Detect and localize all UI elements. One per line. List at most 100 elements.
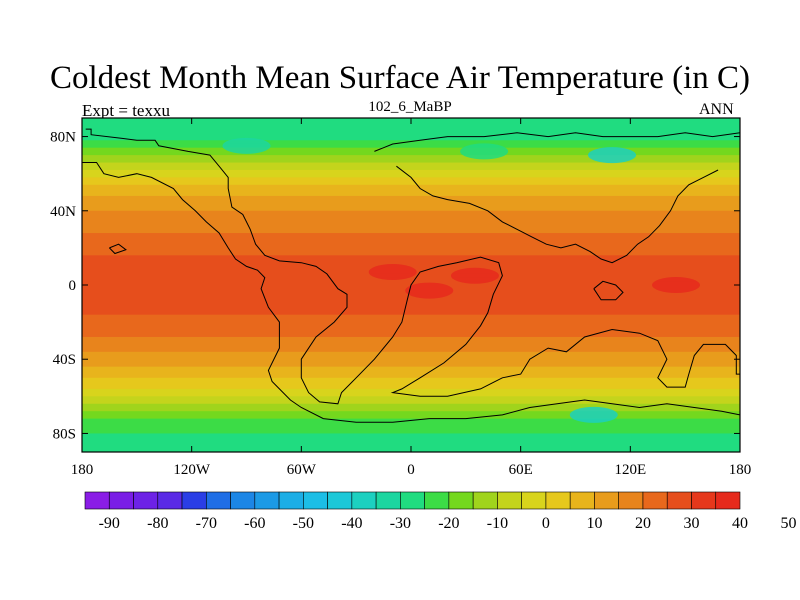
coastline — [396, 165, 719, 264]
temperature-band — [82, 336, 740, 342]
temperature-band — [82, 388, 740, 394]
colorbar-swatch — [666, 491, 692, 510]
temperature-band — [82, 281, 740, 286]
temperature-band — [82, 125, 740, 130]
colorbar-label: -90 — [99, 515, 120, 532]
x-tick-label: 180 — [729, 462, 752, 478]
temperature-band — [82, 440, 740, 446]
experiment-label: Expt = texxu — [82, 101, 170, 120]
colorbar-swatch — [400, 491, 425, 510]
temperature-anomaly — [569, 406, 618, 423]
temperature-anomaly — [460, 143, 509, 160]
temperature-band — [82, 140, 740, 145]
colorbar-label: -40 — [341, 515, 362, 532]
colorbar-swatch — [472, 491, 498, 510]
temperature-band — [82, 400, 740, 405]
temperature-band — [82, 225, 740, 230]
colorbar-swatch — [642, 491, 668, 510]
temperature-band — [82, 251, 740, 256]
temperature-band — [82, 310, 740, 316]
temperature-band — [82, 385, 740, 390]
colorbar-label: 50 — [781, 515, 797, 532]
colorbar-swatch — [327, 491, 353, 510]
colorbar-swatch — [691, 491, 717, 510]
temperature-band — [82, 203, 740, 208]
temperature-band — [82, 244, 740, 249]
colorbar-swatch — [448, 491, 474, 510]
temperature-band — [82, 340, 740, 345]
temperature-band — [82, 188, 740, 193]
temperature-band — [82, 129, 740, 134]
colorbar-swatch — [230, 491, 256, 510]
colorbar-swatch — [351, 491, 377, 510]
temperature-band — [82, 166, 740, 171]
temperature-band — [82, 429, 740, 435]
coastline — [85, 128, 740, 405]
temperature-band — [82, 277, 740, 282]
temperature-band — [82, 348, 740, 353]
temperature-band — [82, 192, 740, 197]
temperature-band — [82, 307, 740, 312]
colorbar-label: 30 — [683, 515, 699, 532]
temperature-band — [82, 255, 740, 260]
colorbar-swatch — [715, 491, 741, 510]
temperature-band — [82, 155, 740, 160]
temperature-band — [82, 181, 740, 186]
colorbar-label: -70 — [196, 515, 217, 532]
temperature-anomaly — [450, 267, 499, 284]
temperature-band — [82, 158, 740, 164]
colorbar-swatch — [205, 491, 231, 510]
temperature-band — [82, 437, 740, 442]
coastline — [109, 243, 127, 255]
temperature-band — [82, 207, 740, 212]
colorbar-label: 0 — [542, 515, 550, 532]
colorbar-swatch — [618, 491, 644, 510]
temperature-band — [82, 422, 740, 427]
colorbar-swatch — [424, 491, 450, 510]
y-tick-label: 40N — [50, 204, 76, 220]
y-tick-label: 0 — [69, 278, 77, 294]
season-label: ANN — [699, 101, 734, 118]
temperature-band — [82, 329, 740, 334]
colorbar-swatch — [375, 491, 401, 510]
colorbar-swatch — [108, 491, 134, 510]
temperature-band — [82, 414, 740, 420]
temperature-anomaly — [405, 282, 454, 299]
temperature-band — [82, 229, 740, 234]
temperature-band — [82, 362, 740, 368]
x-tick-label: 180 — [71, 462, 94, 478]
temperature-band — [82, 259, 740, 264]
temperature-band — [82, 377, 740, 383]
temperature-band — [82, 195, 740, 201]
colorbar-swatch — [254, 491, 280, 510]
temperature-anomaly — [368, 264, 417, 281]
temperature-band — [82, 151, 740, 156]
temperature-band — [82, 374, 740, 379]
temperature-band — [82, 351, 740, 357]
temperature-band — [82, 318, 740, 323]
temperature-band — [82, 396, 740, 401]
colorbar-swatch — [157, 491, 183, 510]
y-tick-label: 40S — [53, 352, 76, 368]
temperature-band — [82, 344, 740, 349]
temperature-band — [82, 403, 740, 409]
temperature-band — [82, 411, 740, 416]
y-tick-label: 80N — [50, 130, 76, 146]
x-tick-label: 120W — [173, 462, 211, 478]
colorbar-label: 40 — [732, 515, 748, 532]
temperature-band — [82, 366, 740, 371]
temperature-band — [82, 169, 740, 175]
temperature-band — [82, 262, 740, 268]
colorbar-label: -50 — [293, 515, 314, 532]
colorbar-swatch — [521, 491, 547, 510]
temperature-band — [82, 407, 740, 412]
temperature-band — [82, 177, 740, 182]
temperature-band — [82, 322, 740, 327]
temperature-band — [82, 240, 740, 245]
temperature-band — [82, 147, 740, 152]
temperature-band — [82, 325, 740, 331]
coastline — [374, 132, 740, 152]
colorbar-swatch — [133, 491, 159, 510]
temperature-band — [82, 184, 740, 190]
temperature-band — [82, 199, 740, 204]
